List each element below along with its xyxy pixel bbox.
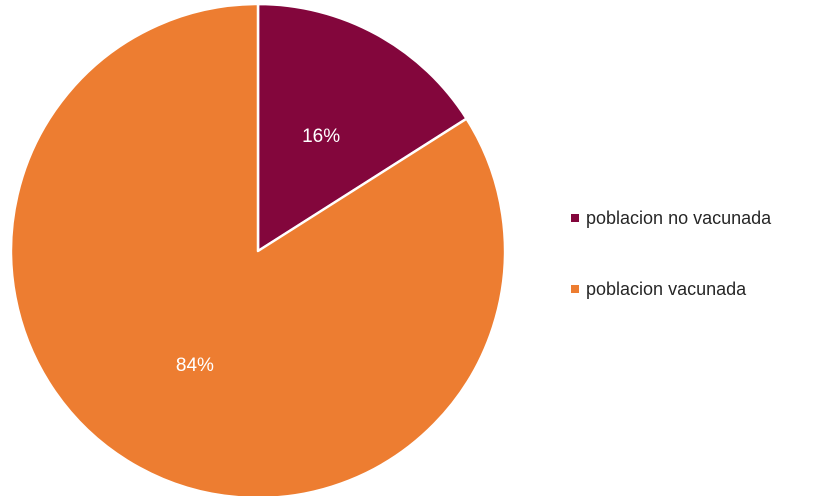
legend-label: poblacion no vacunada (586, 207, 772, 228)
legend-label: poblacion vacunada (586, 278, 747, 299)
legend-item-vacunada: poblacion vacunada (571, 277, 771, 301)
legend-swatch (571, 214, 579, 222)
legend-item-no-vacunada: poblacion no vacunada (571, 206, 771, 230)
chart-legend: poblacion no vacunada poblacion vacunada (571, 206, 771, 301)
pie-slice-2 (9, 2, 507, 496)
pie-slice-1 (256, 2, 468, 253)
slice-data-label-2: 84% (176, 355, 214, 376)
legend-swatch (571, 285, 579, 293)
slice-data-label-1: 16% (302, 126, 340, 147)
